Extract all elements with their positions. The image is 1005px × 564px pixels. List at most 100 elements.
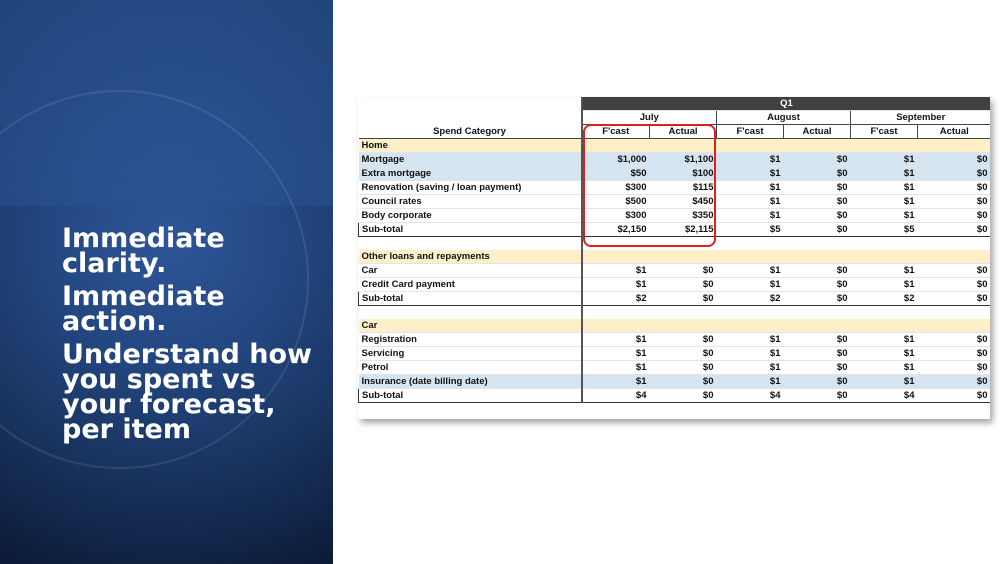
corner-cell: [359, 111, 582, 125]
actual-header: Actual: [649, 124, 717, 139]
fcast-value-cell: $4: [580, 388, 650, 403]
subtotal-row: Sub-total $2 $0 $2 $0 $2 $0: [358, 291, 990, 306]
actual-value-cell: $0: [649, 360, 717, 375]
actual-value-cell: $0: [649, 291, 717, 306]
fcast-value-cell: $1,000: [580, 152, 650, 167]
category-fill-cell: [850, 138, 918, 153]
actual-value-cell: $0: [783, 166, 851, 181]
category-fill-cell: [580, 138, 650, 153]
month-header-august: August: [716, 110, 851, 125]
category-fill-cell: [580, 319, 650, 333]
fcast-value-cell: $4: [716, 388, 784, 403]
actual-value-cell: $0: [783, 346, 851, 361]
actual-value-cell: $0: [917, 222, 990, 237]
row-label: Servicing: [358, 346, 582, 361]
row-label: Body corporate: [358, 208, 582, 223]
table-row: Petrol $1 $0 $1 $0 $1 $0: [358, 360, 990, 375]
fcast-value-cell: $1: [716, 346, 784, 361]
actual-value-cell: $0: [783, 222, 851, 237]
fcast-header: F'cast: [716, 124, 784, 139]
category-fill-cell: [917, 250, 990, 264]
table-row: Servicing $1 $0 $1 $0 $1 $0: [358, 346, 990, 361]
actual-value-cell: $0: [783, 360, 851, 375]
table-row: Body corporate $300 $350 $1 $0 $1 $0: [358, 208, 990, 223]
corner-cell: [359, 97, 582, 111]
fcast-value-cell: $1: [716, 263, 784, 278]
actual-header: Actual: [917, 124, 990, 139]
category-fill-cell: [783, 138, 851, 153]
actual-value-cell: $100: [649, 166, 717, 181]
category-fill-cell: [649, 138, 717, 153]
fcast-value-cell: $4: [850, 388, 918, 403]
fcast-value-cell: $1: [716, 374, 784, 389]
row-label: Council rates: [358, 194, 582, 209]
spacer-cell: [784, 306, 851, 320]
fcast-value-cell: $500: [580, 194, 650, 209]
fcast-value-cell: $2: [580, 291, 650, 306]
actual-value-cell: $0: [783, 291, 851, 306]
table-row: Council rates $500 $450 $1 $0 $1 $0: [358, 194, 990, 209]
fcast-value-cell: $1: [716, 166, 784, 181]
actual-value-cell: $0: [649, 277, 717, 292]
actual-value-cell: $1,100: [649, 152, 717, 167]
headline-line-3: Understand how you spent vs your forecas…: [62, 339, 312, 445]
spacer-cell: [851, 306, 918, 320]
spacer-cell: [580, 236, 650, 250]
spacer-cell: [918, 237, 991, 251]
category-row: Other loans and repayments: [358, 250, 990, 264]
spacer-cell: [580, 305, 650, 319]
fcast-value-cell: $1: [850, 166, 918, 181]
actual-value-cell: $0: [783, 208, 851, 223]
actual-value-cell: $0: [917, 152, 990, 167]
actual-value-cell: $0: [917, 346, 990, 361]
budget-spreadsheet: Q1 July August September Spend Category …: [358, 97, 990, 419]
row-label: Petrol: [358, 360, 582, 375]
subtotal-row: Sub-total $2,150 $2,115 $5 $0 $5 $0: [358, 222, 990, 237]
fcast-value-cell: $1: [850, 346, 918, 361]
table-row: Extra mortgage $50 $100 $1 $0 $1 $0: [358, 166, 990, 181]
fcast-value-cell: $1: [580, 263, 650, 278]
category-label: Car: [358, 319, 582, 333]
fcast-value-cell: $2,150: [580, 222, 650, 237]
fcast-value-cell: $1: [850, 332, 918, 347]
spacer-cell: [650, 306, 717, 320]
category-fill-cell: [783, 250, 851, 264]
actual-value-cell: $0: [917, 180, 990, 195]
category-fill-cell: [716, 250, 784, 264]
category-fill-cell: [917, 319, 990, 333]
spacer-row: [359, 236, 991, 251]
actual-header: Actual: [783, 124, 851, 139]
actual-value-cell: $0: [917, 194, 990, 209]
fcast-value-cell: $300: [580, 208, 650, 223]
fcast-value-cell: $1: [850, 277, 918, 292]
actual-value-cell: $0: [917, 291, 990, 306]
actual-value-cell: $0: [783, 194, 851, 209]
category-fill-cell: [917, 138, 990, 153]
fcast-value-cell: $1: [580, 277, 650, 292]
spacer-cell: [650, 237, 717, 251]
actual-value-cell: $0: [917, 208, 990, 223]
fcast-value-cell: $2: [716, 291, 784, 306]
category-fill-cell: [649, 250, 717, 264]
actual-value-cell: $0: [649, 332, 717, 347]
actual-value-cell: $0: [649, 263, 717, 278]
fcast-value-cell: $1: [580, 360, 650, 375]
row-label: Extra mortgage: [358, 166, 582, 181]
subtotal-row: Sub-total $4 $0 $4 $0 $4 $0: [358, 388, 990, 403]
category-fill-cell: [716, 319, 784, 333]
actual-value-cell: $0: [917, 332, 990, 347]
row-label: Insurance (date billing date): [358, 374, 582, 389]
fcast-header: F'cast: [580, 124, 650, 139]
row-label: Credit Card payment: [358, 277, 582, 292]
fcast-value-cell: $1: [850, 208, 918, 223]
table-row: Mortgage $1,000 $1,100 $1 $0 $1 $0: [358, 152, 990, 167]
fcast-value-cell: $5: [850, 222, 918, 237]
actual-value-cell: $0: [783, 152, 851, 167]
actual-value-cell: $0: [783, 180, 851, 195]
spacer-cell: [851, 237, 918, 251]
subtotal-label: Sub-total: [358, 388, 582, 403]
category-row: Home: [358, 138, 990, 153]
table-row: Renovation (saving / loan payment) $300 $1…: [358, 180, 990, 195]
row-label: Renovation (saving / loan payment): [358, 180, 582, 195]
quarter-header: Q1: [580, 97, 990, 111]
